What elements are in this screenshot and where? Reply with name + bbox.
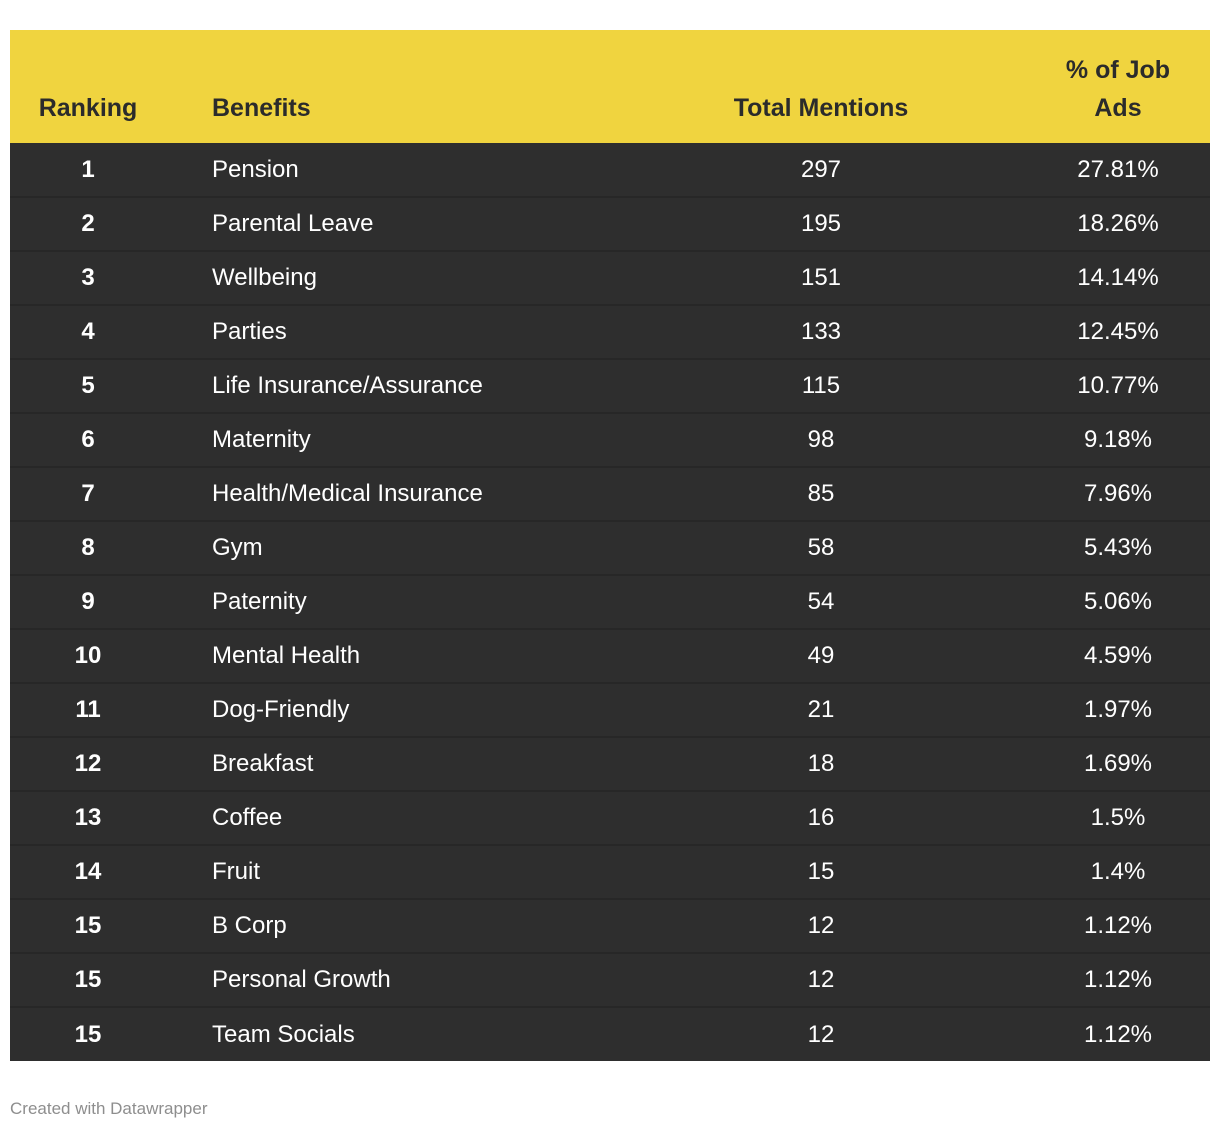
table-row: 15 Personal Growth 12 1.12% [10,952,1210,1007]
pct-cell: 5.06% [1026,574,1210,629]
pct-cell: 1.69% [1026,736,1210,791]
table-row: 9 Paternity 54 5.06% [10,574,1210,629]
benefit-cell: Life Insurance/Assurance [166,358,616,413]
mentions-cell: 12 [616,952,1026,1007]
attribution: Created with Datawrapper [10,1099,1210,1119]
table-row: 4 Parties 133 12.45% [10,304,1210,359]
benefit-cell: Pension [166,143,616,197]
benefit-cell: Team Socials [166,1006,616,1061]
rank-cell: 1 [10,143,166,197]
benefit-cell: Wellbeing [166,250,616,305]
table-row: 5 Life Insurance/Assurance 115 10.77% [10,358,1210,413]
benefit-cell: Maternity [166,412,616,467]
table-row: 12 Breakfast 18 1.69% [10,736,1210,791]
benefit-cell: Coffee [166,790,616,845]
rank-cell: 5 [10,358,166,413]
table-row: 15 Team Socials 12 1.12% [10,1006,1210,1061]
mentions-cell: 21 [616,682,1026,737]
benefit-cell: Parties [166,304,616,359]
table-header-row: Ranking Benefits Total Mentions % of Job… [10,30,1210,143]
rank-cell: 13 [10,790,166,845]
pct-cell: 7.96% [1026,466,1210,521]
mentions-cell: 85 [616,466,1026,521]
mentions-cell: 151 [616,250,1026,305]
table-row: 3 Wellbeing 151 14.14% [10,250,1210,305]
rank-cell: 8 [10,520,166,575]
rank-cell: 15 [10,1006,166,1061]
pct-cell: 1.12% [1026,1006,1210,1061]
pct-cell: 1.12% [1026,898,1210,953]
mentions-cell: 195 [616,196,1026,251]
benefit-cell: Mental Health [166,628,616,683]
mentions-cell: 98 [616,412,1026,467]
benefit-cell: Gym [166,520,616,575]
mentions-cell: 54 [616,574,1026,629]
pct-cell: 1.12% [1026,952,1210,1007]
rank-cell: 15 [10,898,166,953]
mentions-cell: 16 [616,790,1026,845]
column-header-total-mentions: Total Mentions [616,30,1026,143]
column-header-pct-of-job-ads: % of Job Ads [1026,30,1210,143]
rank-cell: 9 [10,574,166,629]
table-body: 1 Pension 297 27.81% 2 Parental Leave 195 18.26… [10,143,1210,1061]
pct-cell: 1.97% [1026,682,1210,737]
pct-cell: 1.5% [1026,790,1210,845]
pct-cell: 4.59% [1026,628,1210,683]
table-row: 15 B Corp 12 1.12% [10,898,1210,953]
table-row: 13 Coffee 16 1.5% [10,790,1210,845]
attribution-text[interactable]: Created with Datawrapper [10,1099,208,1118]
rank-cell: 15 [10,952,166,1007]
benefits-ranking-table: Ranking Benefits Total Mentions % of Job… [10,30,1210,1061]
column-header-ranking: Ranking [10,30,166,143]
mentions-cell: 12 [616,898,1026,953]
pct-cell: 18.26% [1026,196,1210,251]
rank-cell: 4 [10,304,166,359]
mentions-cell: 133 [616,304,1026,359]
table-row: 7 Health/Medical Insurance 85 7.96% [10,466,1210,521]
pct-cell: 27.81% [1026,143,1210,197]
rank-cell: 3 [10,250,166,305]
table-row: 1 Pension 297 27.81% [10,143,1210,197]
benefit-cell: Paternity [166,574,616,629]
mentions-cell: 297 [616,143,1026,197]
table-row: 11 Dog-Friendly 21 1.97% [10,682,1210,737]
table-header: Ranking Benefits Total Mentions % of Job… [10,30,1210,143]
benefit-cell: Parental Leave [166,196,616,251]
rank-cell: 6 [10,412,166,467]
pct-cell: 1.4% [1026,844,1210,899]
pct-cell: 10.77% [1026,358,1210,413]
table-row: 6 Maternity 98 9.18% [10,412,1210,467]
rank-cell: 11 [10,682,166,737]
mentions-cell: 12 [616,1006,1026,1061]
column-header-benefits: Benefits [166,30,616,143]
rank-cell: 7 [10,466,166,521]
rank-cell: 14 [10,844,166,899]
table-row: 8 Gym 58 5.43% [10,520,1210,575]
rank-cell: 2 [10,196,166,251]
benefit-cell: B Corp [166,898,616,953]
benefit-cell: Personal Growth [166,952,616,1007]
benefit-cell: Breakfast [166,736,616,791]
benefit-cell: Dog-Friendly [166,682,616,737]
pct-cell: 14.14% [1026,250,1210,305]
mentions-cell: 115 [616,358,1026,413]
mentions-cell: 15 [616,844,1026,899]
mentions-cell: 49 [616,628,1026,683]
rank-cell: 12 [10,736,166,791]
benefit-cell: Fruit [166,844,616,899]
table-row: 2 Parental Leave 195 18.26% [10,196,1210,251]
pct-cell: 9.18% [1026,412,1210,467]
pct-cell: 5.43% [1026,520,1210,575]
column-header-pct-label: % of Job Ads [1065,56,1171,122]
rank-cell: 10 [10,628,166,683]
table-row: 14 Fruit 15 1.4% [10,844,1210,899]
mentions-cell: 58 [616,520,1026,575]
benefit-cell: Health/Medical Insurance [166,466,616,521]
pct-cell: 12.45% [1026,304,1210,359]
mentions-cell: 18 [616,736,1026,791]
table-row: 10 Mental Health 49 4.59% [10,628,1210,683]
